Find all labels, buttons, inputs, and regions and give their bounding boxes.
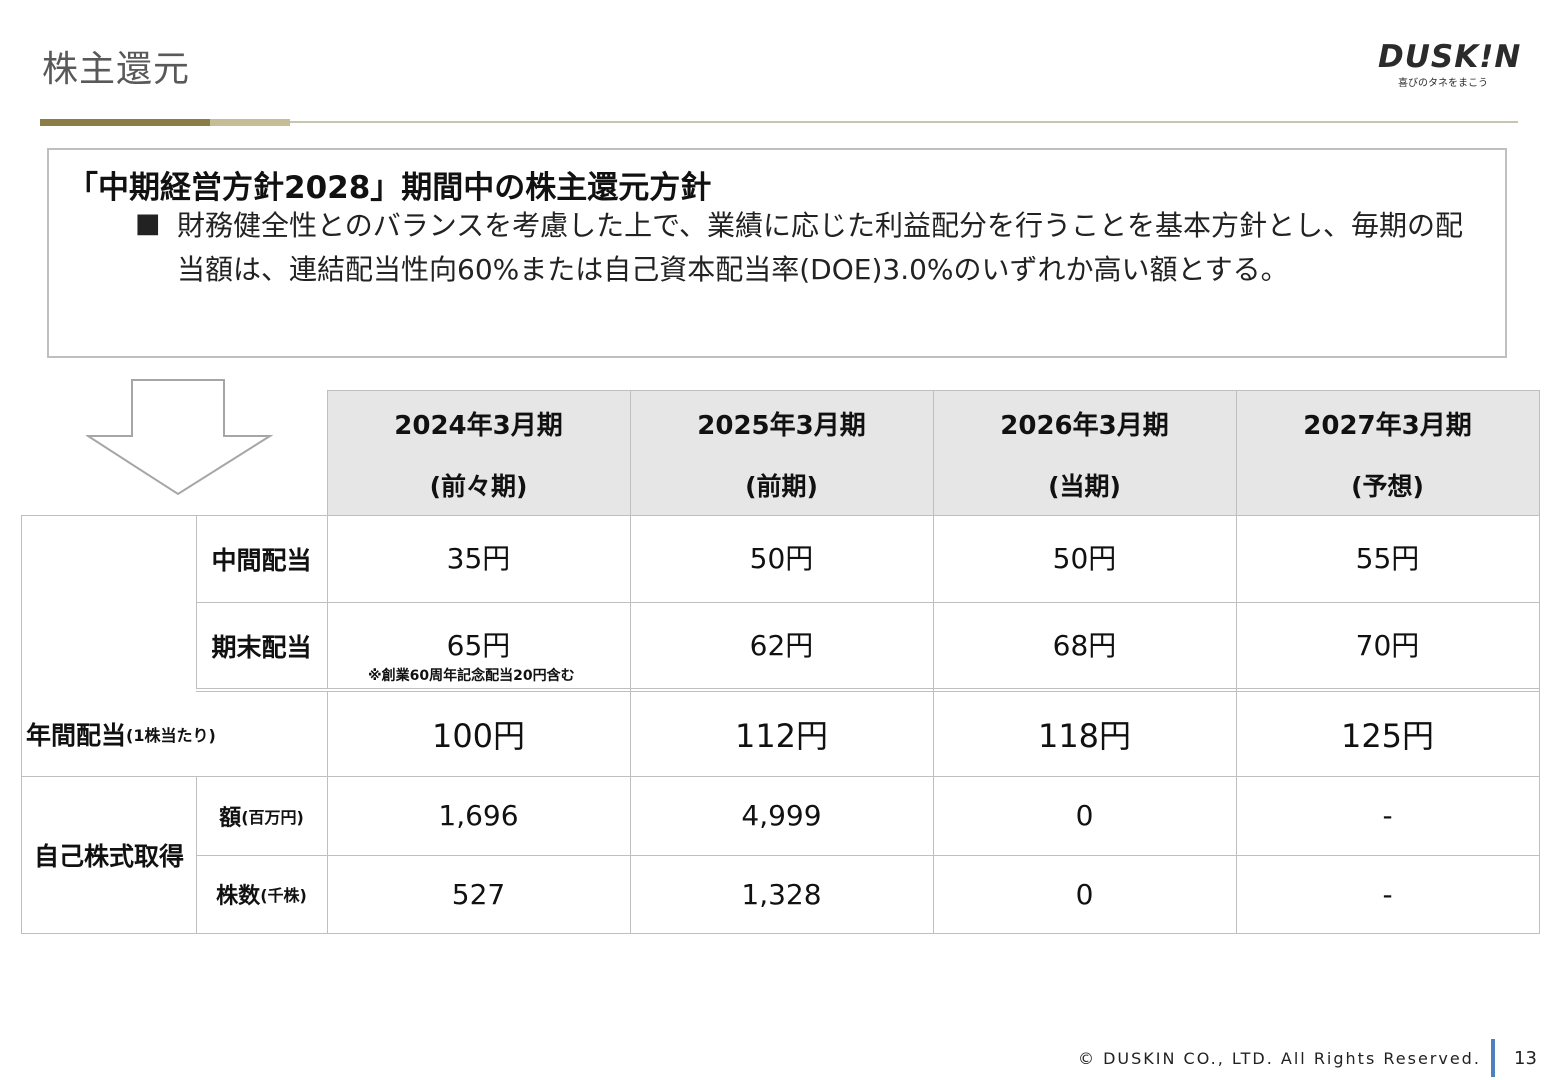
table-line bbox=[1236, 390, 1237, 934]
row-label-shares: 株数 (千株) bbox=[196, 855, 327, 933]
shares-label: 株数 bbox=[216, 884, 261, 909]
table-line bbox=[196, 515, 197, 689]
column-year: 2024年3月期 bbox=[394, 410, 563, 441]
table-line bbox=[21, 776, 1539, 777]
logo-word: DUSK!N bbox=[1378, 39, 1522, 75]
column-period: (予想) bbox=[1351, 472, 1424, 501]
buyback-shares-value: 0 bbox=[1075, 877, 1094, 911]
footer-divider bbox=[1491, 1039, 1495, 1077]
table-line bbox=[21, 515, 22, 934]
buyback-amount-value: 4,999 bbox=[741, 799, 822, 832]
annual-label-sub: (1株当たり) bbox=[126, 725, 216, 745]
commemorative-dividend-note: ※創業60周年記念配当20円含む bbox=[368, 668, 575, 684]
row-label-annual: 年間配当 (1株当たり) bbox=[22, 691, 327, 776]
policy-text: 財務健全性とのバランスを考慮した上で、業績に応じた利益配分を行うことを基本方針と… bbox=[177, 209, 1464, 286]
page-number: 13 bbox=[1514, 1048, 1537, 1069]
row-label-amount: 額 (百万円) bbox=[196, 776, 327, 855]
interim-dividend-value: 50円 bbox=[749, 542, 814, 575]
column-period: (当期) bbox=[1048, 472, 1121, 501]
annual-dividend-value: 112円 bbox=[734, 716, 829, 755]
year-end-dividend-value: 65円 bbox=[446, 629, 511, 662]
down-arrow-icon bbox=[86, 379, 274, 496]
table-line bbox=[933, 390, 934, 934]
interim-dividend-value: 50円 bbox=[1052, 542, 1117, 575]
title-rule-light bbox=[210, 119, 290, 126]
shares-label-sub: (千株) bbox=[260, 886, 307, 905]
table-line bbox=[196, 691, 1539, 692]
table-line bbox=[196, 855, 1539, 856]
column-year: 2027年3月期 bbox=[1303, 410, 1472, 441]
interim-dividend-value: 55円 bbox=[1355, 542, 1420, 575]
title-rule-dark bbox=[40, 119, 210, 126]
table-line bbox=[21, 933, 1539, 934]
interim-dividend-value: 35円 bbox=[446, 542, 511, 575]
annual-dividend-value: 100円 bbox=[431, 716, 526, 755]
policy-heading: 「中期経営方針2028」期間中の株主還元方針 bbox=[67, 170, 712, 206]
year-end-dividend-value: 70円 bbox=[1355, 629, 1420, 662]
row-label-interim: 中間配当 bbox=[211, 545, 312, 575]
title-rule-line bbox=[290, 121, 1518, 123]
buyback-shares-value: 1,328 bbox=[741, 877, 822, 911]
buyback-amount-value: 1,696 bbox=[438, 799, 519, 832]
amount-label-sub: (百万円) bbox=[241, 807, 304, 827]
page-title: 株主還元 bbox=[42, 49, 191, 90]
column-year: 2025年3月期 bbox=[697, 410, 866, 441]
buyback-shares-value: - bbox=[1382, 877, 1393, 911]
table-line bbox=[196, 776, 197, 934]
duskin-logo: DUSK!N 喜びのタネをまこう bbox=[1378, 40, 1522, 90]
logo-tagline: 喜びのタネをまこう bbox=[1398, 78, 1488, 89]
table-line bbox=[327, 390, 328, 689]
amount-label: 額 bbox=[219, 805, 242, 831]
row-label-year-end: 期末配当 bbox=[211, 633, 312, 662]
column-year: 2026年3月期 bbox=[1000, 410, 1169, 441]
year-end-dividend-value: 62円 bbox=[749, 629, 814, 662]
buyback-shares-value: 527 bbox=[451, 877, 506, 911]
policy-bullet: ■ bbox=[135, 208, 161, 239]
column-period: (前期) bbox=[745, 472, 818, 501]
table-line bbox=[21, 515, 1539, 516]
table-line bbox=[327, 691, 328, 934]
annual-dividend-value: 125円 bbox=[1340, 716, 1435, 755]
row-label-buyback: 自己株式取得 bbox=[33, 841, 184, 871]
annual-dividend-value: 118円 bbox=[1037, 716, 1132, 755]
table-line bbox=[1539, 390, 1540, 934]
table-line bbox=[196, 602, 1539, 603]
annual-label: 年間配当 bbox=[26, 720, 127, 750]
buyback-amount-value: 0 bbox=[1075, 799, 1094, 832]
copyright: © DUSKIN CO., LTD. All Rights Reserved. bbox=[1078, 1049, 1481, 1068]
buyback-amount-value: - bbox=[1382, 799, 1393, 832]
column-period: (前々期) bbox=[429, 472, 528, 501]
policy-box: 「中期経営方針2028」期間中の株主還元方針 ■ 財務健全性とのバランスを考慮し… bbox=[47, 148, 1507, 358]
table-line bbox=[630, 390, 631, 934]
year-end-dividend-value: 68円 bbox=[1052, 629, 1117, 662]
table-line bbox=[196, 688, 1539, 689]
